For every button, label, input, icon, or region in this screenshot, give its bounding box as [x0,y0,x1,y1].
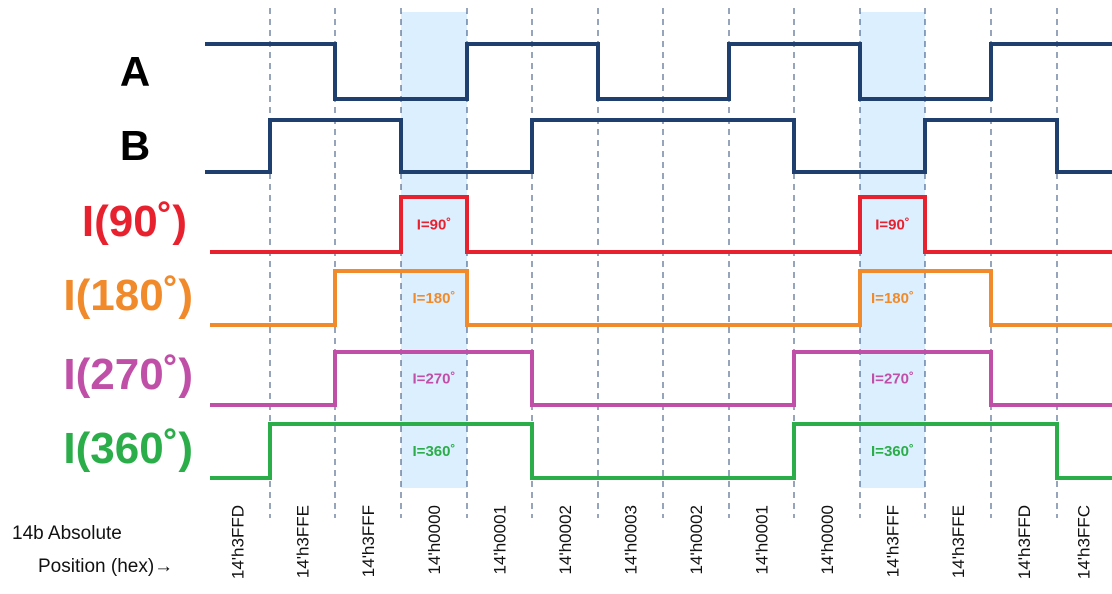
position-label: 14'h0001 [491,505,510,574]
position-label: 14'h0000 [425,505,444,574]
axis-caption-line2: Position (hex)→ [38,556,173,577]
position-label: 14'h3FFF [884,505,903,577]
axis-caption: 14b Absolute Position (hex)→ [12,523,173,577]
axis-caption-line1: 14b Absolute [12,523,122,544]
position-labels: 14'h3FFD 14'h3FFE 14'h3FFF 14'h0000 14'h0001… [229,505,1094,579]
position-label: 14'h3FFD [1015,505,1034,579]
position-label: 14'h0003 [622,505,641,574]
position-label: 14'h3FFF [359,505,378,577]
highlight-bands [401,12,925,488]
marker-label-I360: I=360˚ [871,443,914,460]
waveform-I90 [210,195,1112,254]
position-label: 14'h0000 [818,505,837,574]
marker-label-I90: I=90˚ [875,217,910,234]
marker-label-I360: I=360˚ [413,443,456,460]
signal-labels: AB I(90˚) I(180˚) I(270˚) I(360˚) [63,48,193,473]
position-label: 14'h3FFE [949,505,968,578]
marker-label-I90: I=90˚ [417,217,452,234]
highlight-band-2 [860,12,925,488]
position-label: 14'h0002 [556,505,575,574]
position-label: 14'h3FFC [1075,505,1094,579]
position-label: 14'h0002 [687,505,706,574]
waveform-I360 [210,422,1112,480]
highlight-band-1 [401,12,467,488]
waveforms [205,42,1112,480]
marker-labels: I=90˚ I=90˚ I=180˚ I=180˚ I=270˚ I=270˚ I=360˚… [413,217,914,461]
waveform-I270 [210,350,1112,407]
position-label: 14'h3FFD [229,505,248,579]
signal-label-I180: I(180˚) [63,271,193,320]
interval-gridlines [269,8,1058,518]
marker-label-I270: I=270˚ [413,371,456,388]
position-label: 14'h3FFE [294,505,313,578]
signal-label-I360: I(360˚) [63,424,193,473]
waveform-A [205,42,1112,101]
signal-label-I90: I(90˚) [82,197,187,246]
waveform-I180 [210,269,1112,327]
position-label: 14'h0001 [753,505,772,574]
signal-label-A: A [120,48,150,95]
waveform-B [205,118,1112,174]
marker-label-I270: I=270˚ [871,371,914,388]
marker-label-I180: I=180˚ [413,290,456,307]
signal-label-B: B [120,122,150,169]
marker-label-I180: I=180˚ [871,290,914,307]
signal-label-I270: I(270˚) [63,350,193,399]
